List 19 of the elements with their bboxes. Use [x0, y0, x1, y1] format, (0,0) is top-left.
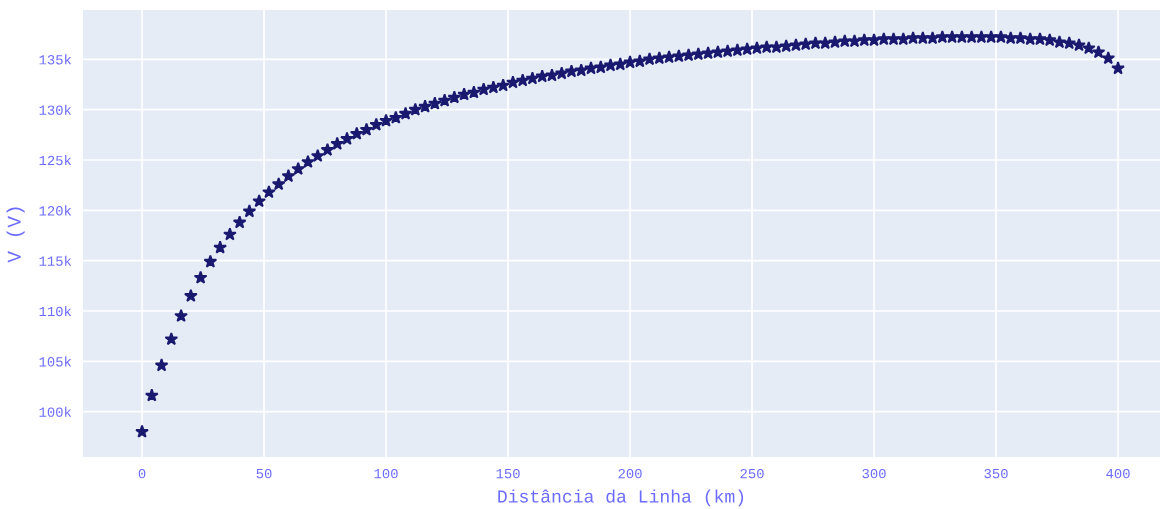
y-tick-label: 130k	[39, 104, 72, 115]
x-tick-label: 200	[618, 468, 642, 479]
y-tick-label: 125k	[39, 154, 72, 166]
y-tick-label: 120k	[39, 205, 72, 216]
y-tick-label: 135k	[39, 54, 72, 65]
y-tick-label: 110k	[39, 305, 72, 317]
x-tick-label: 100	[374, 468, 398, 479]
x-axis-title: Distância da Linha (km)	[498, 489, 744, 507]
x-tick-label: 350	[984, 468, 1008, 479]
y-tick-label: 100k	[39, 406, 72, 417]
x-tick-label: 0	[138, 468, 146, 479]
y-tick-label: 115k	[39, 255, 72, 266]
x-tick-label: 50	[256, 468, 272, 479]
x-tick-label: 250	[740, 468, 764, 479]
x-tick-label: 400	[1106, 468, 1130, 479]
y-tick-label: 105k	[39, 356, 72, 367]
y-axis-title: V (V)	[6, 207, 25, 263]
x-tick-label: 300	[862, 468, 886, 479]
x-tick-label: 150	[496, 468, 520, 479]
